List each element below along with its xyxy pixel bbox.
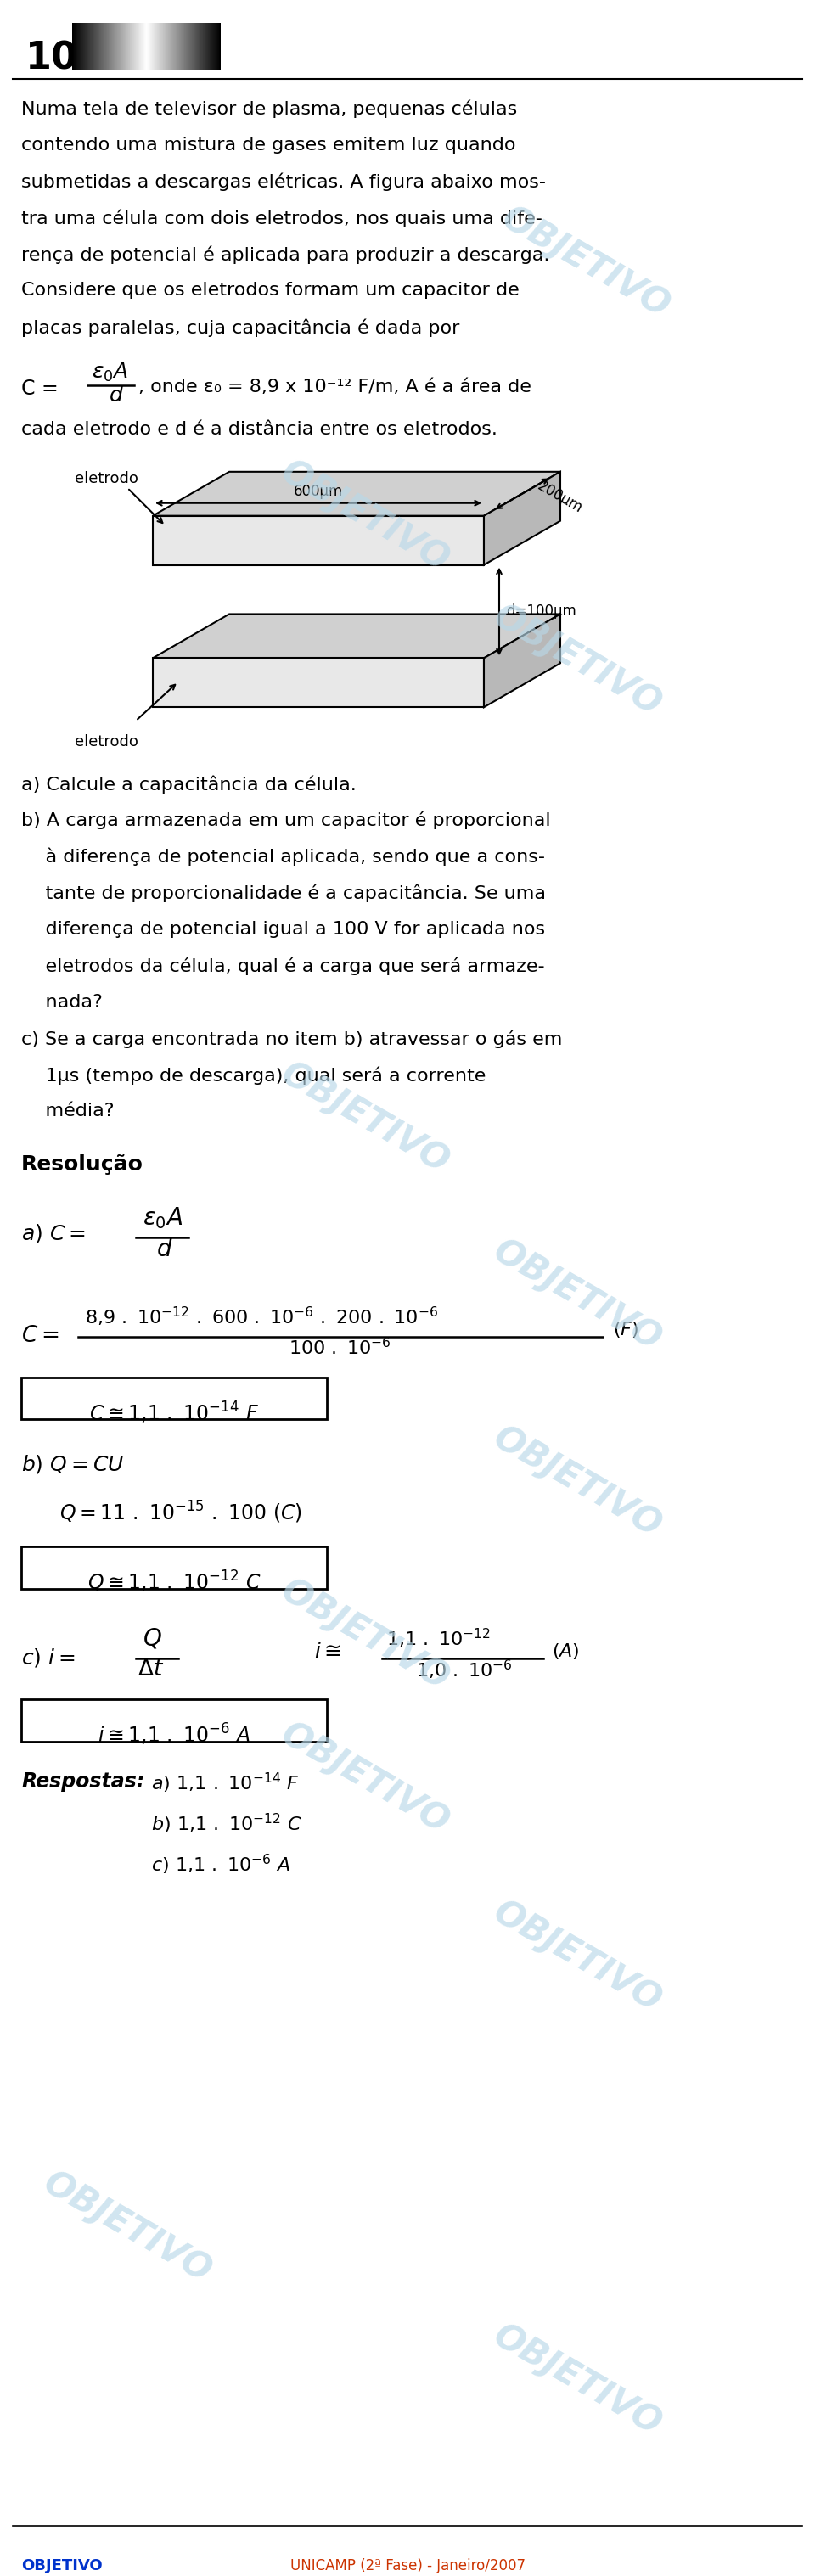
Text: $1{,}1\ .\ 10^{-12}$: $1{,}1\ .\ 10^{-12}$ — [386, 1628, 491, 1651]
Text: c) Se a carga encontrada no item b) atravessar o gás em: c) Se a carga encontrada no item b) atra… — [21, 1030, 562, 1048]
Text: $1{,}0\ .\ 10^{-6}$: $1{,}0\ .\ 10^{-6}$ — [416, 1659, 513, 1682]
Polygon shape — [153, 515, 484, 564]
Text: $a)\ 1{,}1\ .\ 10^{-14}\ F$: $a)\ 1{,}1\ .\ 10^{-14}\ F$ — [151, 1770, 300, 1795]
Text: $a)\ C =$: $a)\ C =$ — [21, 1221, 86, 1244]
Text: rença de potencial é aplicada para produzir a descarga.: rença de potencial é aplicada para produ… — [21, 245, 549, 263]
Text: tante de proporcionalidade é a capacitância. Se uma: tante de proporcionalidade é a capacitân… — [21, 884, 546, 902]
Polygon shape — [484, 471, 561, 564]
Text: Resolução: Resolução — [21, 1154, 143, 1175]
Text: $d$: $d$ — [156, 1236, 173, 1262]
Text: $i \cong 1{,}1\ .\ 10^{-6}\ A$: $i \cong 1{,}1\ .\ 10^{-6}\ A$ — [98, 1721, 250, 1747]
Text: $i \cong$: $i \cong$ — [314, 1641, 341, 1662]
Text: nada?: nada? — [21, 994, 103, 1010]
Text: tra uma célula com dois eletrodos, nos quais uma dife-: tra uma célula com dois eletrodos, nos q… — [21, 209, 542, 227]
Text: Numa tela de televisor de plasma, pequenas células: Numa tela de televisor de plasma, pequen… — [21, 100, 518, 118]
Text: OBJETIVO: OBJETIVO — [37, 2164, 218, 2290]
Polygon shape — [484, 613, 561, 708]
Text: d=100μm: d=100μm — [506, 603, 576, 618]
Polygon shape — [153, 613, 561, 657]
Text: $(A)$: $(A)$ — [552, 1641, 579, 1662]
Text: $Q \cong 1{,}1\ .\ 10^{-12}\ C$: $Q \cong 1{,}1\ .\ 10^{-12}\ C$ — [87, 1569, 261, 1595]
FancyBboxPatch shape — [21, 1546, 327, 1589]
Text: média?: média? — [21, 1103, 114, 1121]
Text: OBJETIVO: OBJETIVO — [275, 1571, 456, 1698]
Text: cada eletrodo e d é a distância entre os eletrodos.: cada eletrodo e d é a distância entre os… — [21, 420, 497, 438]
Text: contendo uma mistura de gases emitem luz quando: contendo uma mistura de gases emitem luz… — [21, 137, 516, 155]
Polygon shape — [153, 471, 561, 515]
Text: C =: C = — [21, 379, 59, 399]
Text: $Q$: $Q$ — [143, 1628, 162, 1651]
Text: $b)\ 1{,}1\ .\ 10^{-12}\ C$: $b)\ 1{,}1\ .\ 10^{-12}\ C$ — [151, 1811, 302, 1837]
Text: 10: 10 — [25, 41, 78, 77]
Polygon shape — [153, 657, 484, 708]
Text: à diferença de potencial aplicada, sendo que a cons-: à diferença de potencial aplicada, sendo… — [21, 848, 545, 866]
Text: $\Delta t$: $\Delta t$ — [138, 1659, 164, 1680]
Text: submetidas a descargas elétricas. A figura abaixo mos-: submetidas a descargas elétricas. A figu… — [21, 173, 546, 191]
Text: $d$: $d$ — [108, 386, 124, 407]
Text: OBJETIVO: OBJETIVO — [487, 1419, 667, 1546]
Text: eletrodos da célula, qual é a carga que será armaze-: eletrodos da célula, qual é a carga que … — [21, 958, 544, 976]
Text: UNICAMP (2ª Fase) - Janeiro/2007: UNICAMP (2ª Fase) - Janeiro/2007 — [290, 2558, 525, 2573]
Text: placas paralelas, cuja capacitância é dada por: placas paralelas, cuja capacitância é da… — [21, 319, 460, 337]
FancyBboxPatch shape — [21, 1378, 327, 1419]
Text: OBJETIVO: OBJETIVO — [275, 1716, 456, 1842]
Text: OBJETIVO: OBJETIVO — [21, 2558, 103, 2573]
Text: $C \cong 1{,}1\ .\ 10^{-14}\ F$: $C \cong 1{,}1\ .\ 10^{-14}\ F$ — [89, 1399, 259, 1425]
Text: OBJETIVO: OBJETIVO — [487, 1234, 667, 1358]
Text: $(F)$: $(F)$ — [613, 1319, 639, 1340]
Text: eletrodo: eletrodo — [75, 471, 139, 487]
Text: $C =$: $C =$ — [21, 1324, 59, 1347]
Text: a) Calcule a capacitância da célula.: a) Calcule a capacitância da célula. — [21, 775, 356, 793]
Text: 1μs (tempo de descarga), qual será a corrente: 1μs (tempo de descarga), qual será a cor… — [21, 1066, 486, 1084]
Text: 200μm: 200μm — [535, 479, 585, 515]
Text: OBJETIVO: OBJETIVO — [275, 1056, 456, 1180]
Text: 600μm: 600μm — [293, 484, 343, 500]
Text: diferença de potencial igual a 100 V for aplicada nos: diferença de potencial igual a 100 V for… — [21, 920, 545, 938]
Text: $c)\ 1{,}1\ .\ 10^{-6}\ A$: $c)\ 1{,}1\ .\ 10^{-6}\ A$ — [151, 1852, 291, 1875]
Text: $100\ .\ 10^{-6}$: $100\ .\ 10^{-6}$ — [289, 1337, 391, 1358]
Text: , onde ε₀ = 8,9 x 10⁻¹² F/m, A é a área de: , onde ε₀ = 8,9 x 10⁻¹² F/m, A é a área … — [139, 379, 531, 397]
Text: $Q = 11\ .\ 10^{-15}\ .\ 100\ (C)$: $Q = 11\ .\ 10^{-15}\ .\ 100\ (C)$ — [59, 1499, 302, 1525]
Text: Respostas:: Respostas: — [21, 1770, 144, 1790]
Text: OBJETIVO: OBJETIVO — [487, 1893, 667, 2020]
Text: Considere que os eletrodos formam um capacitor de: Considere que os eletrodos formam um cap… — [21, 281, 519, 299]
Text: $8{,}9\ .\ 10^{-12}\ .\ 600\ .\ 10^{-6}\ .\ 200\ .\ 10^{-6}$: $8{,}9\ .\ 10^{-12}\ .\ 600\ .\ 10^{-6}\… — [85, 1306, 438, 1329]
Text: OBJETIVO: OBJETIVO — [496, 201, 676, 325]
Text: $c)\ i =$: $c)\ i =$ — [21, 1646, 75, 1669]
Text: eletrodo: eletrodo — [75, 734, 139, 750]
Text: OBJETIVO: OBJETIVO — [275, 453, 456, 580]
Text: OBJETIVO: OBJETIVO — [487, 2318, 667, 2442]
Text: $b)\ Q = CU$: $b)\ Q = CU$ — [21, 1453, 124, 1476]
Text: OBJETIVO: OBJETIVO — [487, 598, 667, 724]
Text: $\varepsilon_0 A$: $\varepsilon_0 A$ — [143, 1206, 183, 1231]
FancyBboxPatch shape — [21, 1700, 327, 1741]
Text: $\varepsilon_0 A$: $\varepsilon_0 A$ — [91, 361, 128, 384]
Text: b) A carga armazenada em um capacitor é proporcional: b) A carga armazenada em um capacitor é … — [21, 811, 551, 829]
